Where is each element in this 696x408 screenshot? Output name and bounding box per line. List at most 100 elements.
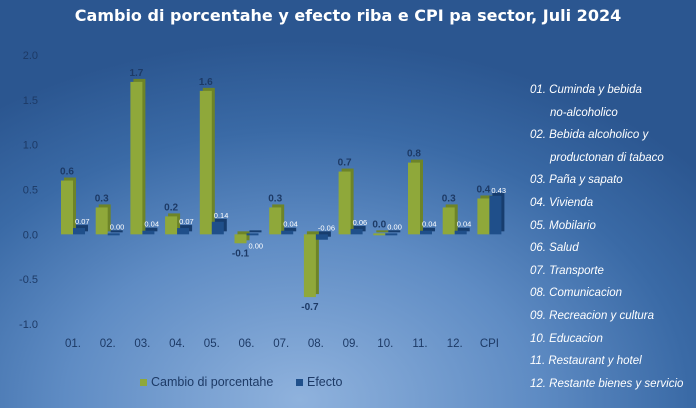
data-label-efecto: 0.07 [179, 217, 194, 226]
category-legend-item: 07. Transporte [530, 264, 604, 277]
bar-cambio [95, 207, 108, 235]
y-tick-label: 1.0 [23, 140, 38, 152]
x-tick-label: 09. [343, 338, 359, 350]
category-legend-item: 02. Bebida alcoholico y [530, 129, 649, 142]
data-label-efecto: 0.04 [144, 220, 159, 229]
legend-swatch [140, 379, 147, 386]
bar-cambio [234, 234, 247, 244]
y-tick-label: 0.5 [23, 185, 38, 197]
data-label-efecto: 0.04 [422, 220, 437, 229]
bar-efecto [489, 195, 502, 235]
bar-cambio [61, 180, 73, 235]
data-label-cambio: -0.7 [301, 302, 319, 313]
data-label-efecto: 0.00 [110, 222, 125, 231]
data-label-efecto: 0.00 [387, 222, 402, 231]
bar-depth-efecto [318, 231, 331, 237]
category-legend-item: 04. Vivienda [530, 197, 594, 209]
category-legend-item: productonan di tabaco [550, 151, 664, 164]
bar-efecto [177, 228, 190, 235]
bar-cambio [338, 171, 351, 235]
data-label-cambio: 1.7 [129, 68, 143, 79]
x-tick-label: 04. [169, 338, 185, 350]
category-legend-item: 01. Cuminda y bebida [530, 84, 642, 96]
legend-swatch [296, 379, 303, 386]
category-legend-item: 06. Salud [530, 242, 579, 255]
bar-cambio [165, 216, 178, 235]
bar-efecto [420, 230, 432, 235]
bar-depth-efecto [457, 227, 470, 232]
x-tick-label: 07. [273, 338, 289, 350]
data-label-efecto: 0.00 [249, 241, 264, 250]
data-label-efecto: 0.04 [283, 220, 298, 229]
data-label-cambio: 0.2 [164, 202, 178, 213]
data-label-cambio: 0.3 [442, 193, 456, 204]
x-tick-label: 10. [377, 338, 393, 350]
data-label-cambio: 0.8 [407, 149, 421, 160]
data-label-efecto: 0.06 [353, 218, 368, 227]
bar-cambio [303, 234, 316, 298]
data-label-efecto: 0.14 [214, 211, 229, 220]
category-legend-item: 03. Paña y sapato [530, 174, 623, 187]
x-tick-label: 02. [100, 338, 116, 350]
bar-efecto [211, 221, 224, 235]
legend-label: Cambio di porcentahe [151, 375, 274, 389]
x-tick-label: 05. [204, 338, 220, 350]
category-legend-item: no-alcoholico [550, 106, 618, 119]
bar-cambio [130, 81, 143, 235]
bar-cambio [442, 207, 455, 235]
bar-efecto [73, 228, 85, 235]
category-legend-item: 05. Mobilario [530, 219, 596, 232]
bar-cambio [408, 162, 420, 235]
x-tick-label: 08. [308, 338, 324, 350]
bar-efecto [107, 233, 120, 236]
bar-depth-efecto [145, 227, 158, 232]
bar-efecto [350, 228, 363, 235]
data-label-cambio: 0.7 [338, 158, 352, 169]
bar-depth-efecto [423, 227, 435, 232]
bar-efecto [142, 230, 155, 235]
bar-cambio [269, 207, 282, 235]
data-label-cambio: 0.3 [268, 193, 282, 204]
x-tick-label: 11. [412, 338, 427, 350]
bar-efecto [246, 233, 259, 236]
category-legend-item: 10. Educacion [530, 332, 603, 345]
y-tick-label: -0.5 [19, 274, 38, 286]
y-tick-label: 2.0 [23, 50, 38, 62]
data-label-cambio: 0.3 [95, 193, 109, 204]
bar-depth-efecto [284, 227, 297, 232]
category-legend-item: 12. Restante bienes y servicio [530, 377, 684, 390]
bar-efecto [385, 233, 398, 236]
bar-cambio [373, 233, 386, 236]
category-legend-item: 11. Restaurant y hotel [530, 355, 642, 368]
legend-item-cambio: Cambio di porcentahe [140, 375, 273, 389]
y-tick-label: 1.5 [23, 95, 38, 107]
chart-title: Cambio di porcentahe y efecto riba e CPI… [74, 6, 622, 25]
bar-efecto [315, 234, 328, 240]
data-label-cambio: 1.6 [199, 77, 213, 88]
category-legend-item: 08. Comunicacion [530, 287, 623, 300]
data-label-cambio: 0.4 [476, 184, 490, 195]
data-label-efecto: -0.06 [318, 223, 335, 232]
bar-depth-cambio [376, 230, 389, 233]
legend-label: Efecto [307, 375, 343, 389]
data-label-cambio: 0.0 [372, 219, 386, 230]
category-legend-item: 09. Recreacion y cultura [530, 310, 655, 322]
x-tick-label: 01. [65, 338, 81, 350]
bar-cambio [477, 198, 490, 235]
x-tick-label: CPI [480, 338, 499, 350]
x-tick-label: 06. [239, 338, 255, 350]
bar-depth-efecto [388, 230, 401, 233]
data-label-efecto: 0.04 [457, 220, 472, 229]
bar-efecto [281, 230, 294, 235]
data-label-cambio: 0.6 [60, 167, 74, 178]
data-label-efecto: 0.43 [491, 186, 506, 195]
y-tick-label: -1.0 [19, 319, 38, 331]
bar-cambio [199, 90, 212, 235]
x-tick-label: 12. [447, 338, 463, 350]
bar-depth-efecto [249, 230, 262, 233]
x-tick-label: 03. [134, 338, 150, 350]
bar-depth-efecto [353, 225, 366, 232]
bar-efecto [454, 230, 467, 235]
y-tick-label: 0.0 [23, 229, 38, 241]
